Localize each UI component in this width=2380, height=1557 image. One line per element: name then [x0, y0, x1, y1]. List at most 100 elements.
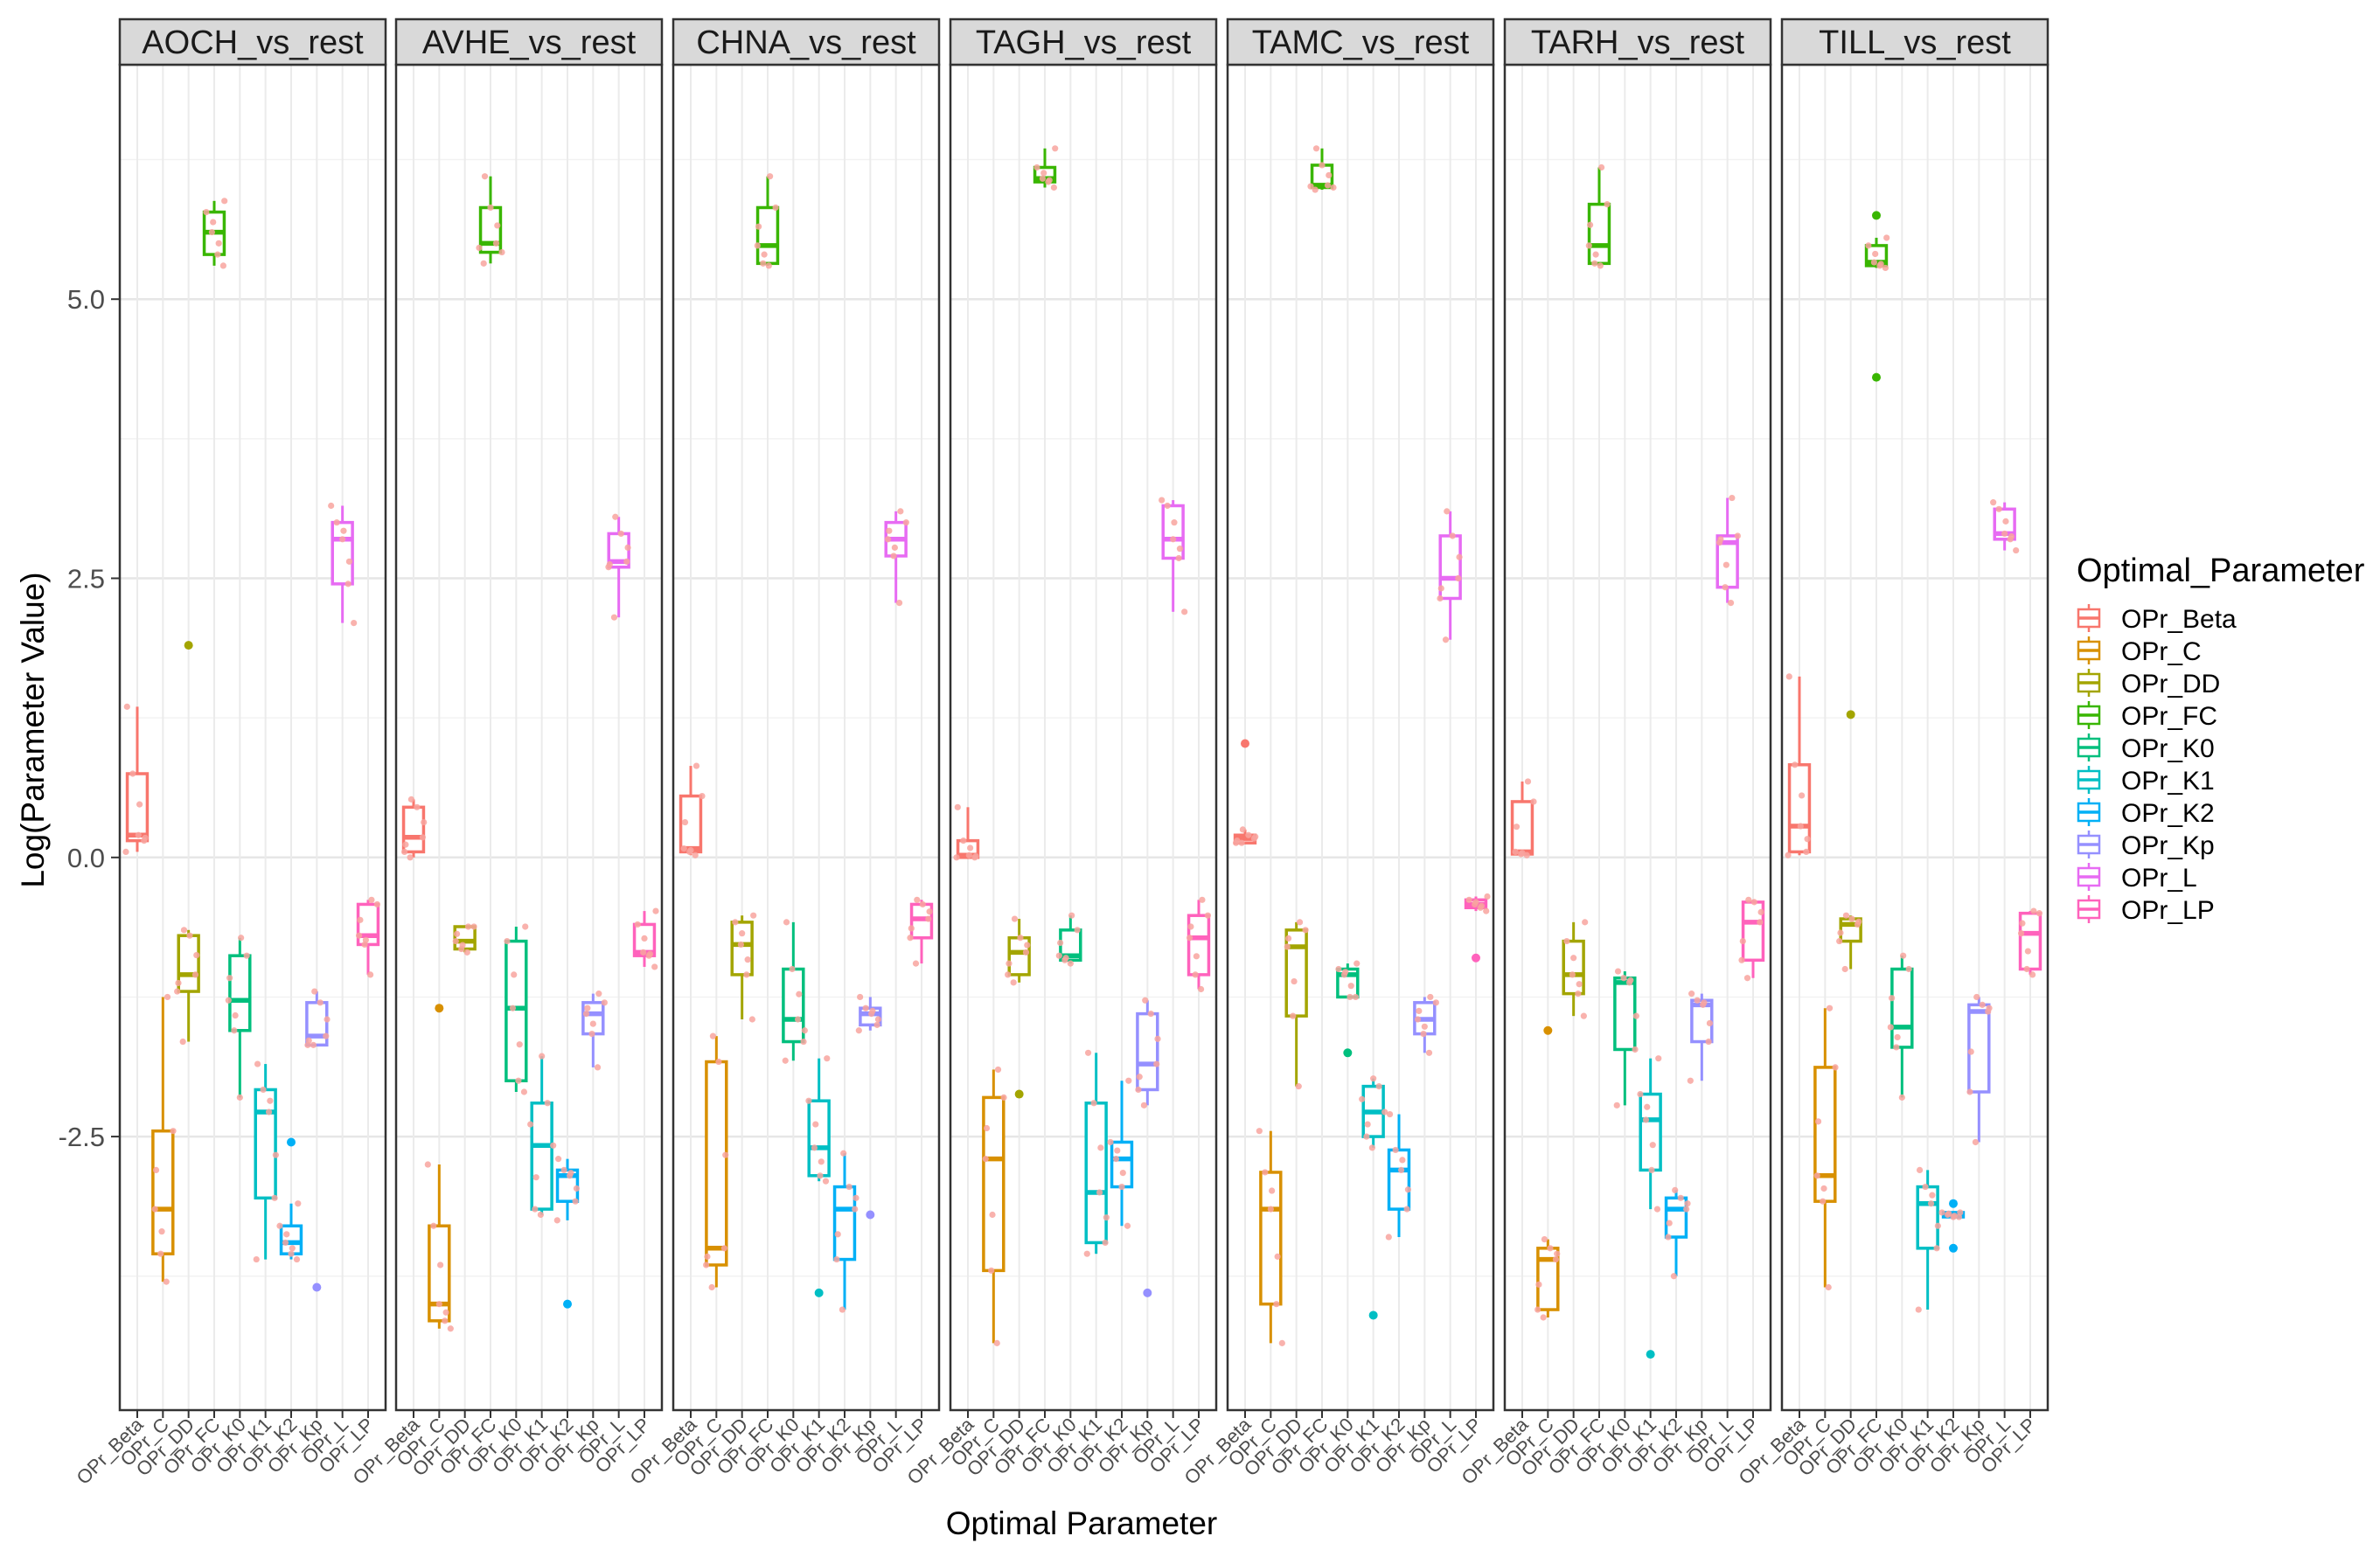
- box-OPr_Beta: [953, 803, 980, 861]
- jitter-point: [1620, 975, 1627, 982]
- box-OPr_K2: [1107, 1077, 1134, 1229]
- jitter-point: [2001, 530, 2008, 538]
- box-OPr_Beta: [122, 703, 150, 856]
- box-OPr_K0: [1335, 960, 1360, 1058]
- jitter-point: [994, 1066, 1002, 1074]
- box-OPr_Kp: [581, 991, 608, 1071]
- jitter-point: [1986, 1004, 1993, 1011]
- legend-label: OPr_C: [2121, 637, 2202, 666]
- jitter-point: [2008, 533, 2015, 540]
- jitter-point: [1103, 1214, 1110, 1221]
- jitter-point: [1125, 1077, 1132, 1084]
- jitter-point: [1580, 1012, 1587, 1019]
- iqr-box: [125, 772, 150, 843]
- jitter-point: [1192, 971, 1199, 978]
- jitter-point: [367, 971, 374, 978]
- jitter-point: [340, 527, 347, 534]
- jitter-point: [295, 1200, 302, 1207]
- iqr-box: [1387, 1148, 1411, 1211]
- jitter-point: [152, 1166, 160, 1174]
- box-OPr_L: [1715, 494, 1741, 607]
- jitter-point: [1375, 1083, 1382, 1090]
- jitter-point: [452, 937, 459, 945]
- box-OPr_C: [151, 993, 177, 1285]
- jitter-point: [720, 1245, 728, 1252]
- jitter-point: [594, 1064, 602, 1071]
- box-OPr_Kp: [304, 988, 331, 1292]
- jitter-point: [1592, 251, 1599, 258]
- jitter-point: [1804, 836, 1811, 843]
- jitter-point: [1814, 1118, 1822, 1125]
- jitter-point: [476, 244, 483, 252]
- jitter-point: [692, 762, 700, 769]
- jitter-point: [419, 834, 426, 841]
- jitter-point: [1797, 823, 1804, 830]
- jitter-point: [834, 1231, 841, 1238]
- jitter-point: [1176, 546, 1184, 553]
- jitter-point: [1547, 1245, 1554, 1252]
- jitter-point: [1877, 261, 1884, 268]
- jitter-point: [573, 1185, 581, 1192]
- jitter-point: [272, 1151, 279, 1158]
- jitter-point: [1416, 1007, 1423, 1015]
- jitter-point: [122, 848, 129, 856]
- jitter-point: [1181, 608, 1188, 615]
- iqr-box: [228, 954, 252, 1032]
- jitter-point: [1972, 1138, 1980, 1146]
- jitter-point: [1291, 977, 1298, 985]
- jitter-point: [914, 896, 921, 903]
- iqr-box: [1136, 1011, 1159, 1092]
- jitter-point: [1554, 1250, 1561, 1257]
- jitter-point: [1519, 850, 1526, 857]
- jitter-point: [1319, 162, 1326, 169]
- legend: Optimal_Parameter OPr_Beta OPr_C OPr_DD OPr…: [2077, 553, 2365, 925]
- jitter-point: [555, 1156, 562, 1163]
- strip-background: [672, 17, 941, 66]
- jitter-point: [1855, 918, 1862, 925]
- iqr-box: [1284, 928, 1308, 1018]
- jitter-point: [1889, 995, 1896, 1002]
- jitter-point: [317, 999, 324, 1006]
- iqr-box: [1813, 1066, 1837, 1203]
- iqr-box: [1613, 976, 1637, 1052]
- iqr-box: [151, 1129, 175, 1255]
- strip-label: CHNA_vs_rest: [696, 24, 916, 61]
- jitter-point: [1062, 955, 1069, 962]
- jitter-point: [550, 1142, 557, 1149]
- jitter-point: [805, 1097, 812, 1104]
- jitter-point: [1252, 833, 1259, 840]
- iqr-box: [254, 1088, 277, 1200]
- strip-label: TILL_vs_rest: [1819, 24, 2011, 61]
- box-OPr_K2: [1664, 1186, 1691, 1280]
- jitter-point: [1670, 1273, 1677, 1280]
- jitter-point: [1513, 824, 1521, 831]
- jitter-point: [470, 923, 477, 930]
- outlier-point: [1472, 953, 1480, 963]
- jitter-point: [1472, 899, 1479, 906]
- jitter-point: [1414, 1016, 1422, 1023]
- jitter-point: [1848, 915, 1855, 922]
- jitter-point: [1050, 184, 1057, 191]
- jitter-point: [1745, 896, 1752, 903]
- jitter-point: [908, 925, 915, 932]
- jitter-point: [323, 1032, 330, 1039]
- jitter-point: [1107, 1138, 1114, 1146]
- jitter-point: [907, 935, 914, 942]
- jitter-point: [421, 818, 428, 826]
- box-OPr_K2: [832, 1150, 859, 1313]
- box-OPr_K1: [805, 1055, 831, 1297]
- box-OPr_K1: [1359, 1075, 1388, 1320]
- box-OPr_C: [703, 1032, 729, 1291]
- jitter-point: [1484, 893, 1491, 900]
- jitter-point: [310, 1041, 317, 1048]
- jitter-point: [1352, 993, 1360, 1001]
- box-OPr_K2: [553, 1156, 581, 1309]
- jitter-point: [874, 1016, 882, 1023]
- jitter-point: [186, 932, 193, 939]
- jitter-point: [267, 1097, 274, 1104]
- jitter-point: [1576, 981, 1583, 988]
- jitter-point: [345, 558, 353, 565]
- box-OPr_K2: [1385, 1110, 1411, 1241]
- y-tick-label: 5.0: [67, 284, 105, 315]
- jitter-point: [640, 949, 647, 956]
